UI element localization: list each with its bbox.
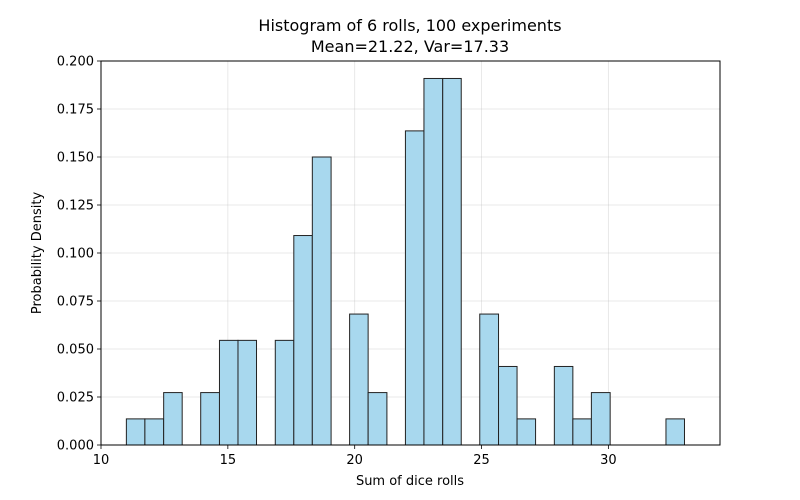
histogram-bar-1 (144, 418, 165, 446)
histogram-bar-4 (200, 392, 220, 446)
x-tick-label: 20 (346, 453, 363, 468)
x-tick-label: 15 (220, 453, 237, 468)
histogram-bar-25 (590, 392, 611, 446)
y-axis-label: Probability Density (30, 192, 45, 315)
y-tick-label: 0.100 (57, 247, 94, 262)
bars-layer (125, 77, 685, 446)
histogram-bar-23 (553, 365, 574, 446)
y-tick-label: 0.000 (57, 439, 94, 454)
y-tick-label: 0.025 (57, 391, 94, 406)
y-tick-label: 0.150 (57, 151, 94, 166)
histogram-bar-17 (442, 77, 462, 446)
histogram-bar-6 (237, 339, 258, 446)
x-tick-label: 25 (473, 453, 490, 468)
chart-subtitle: Mean=21.22, Var=17.33 (311, 37, 509, 56)
histogram-bar-13 (367, 392, 388, 446)
histogram-bar-20 (498, 365, 518, 446)
x-tick-label: 10 (93, 453, 110, 468)
histogram-bar-24 (572, 418, 592, 446)
histogram-bar-9 (293, 235, 313, 446)
histogram-bar-29 (665, 418, 685, 446)
histogram-bar-8 (274, 339, 295, 446)
histogram-bar-12 (349, 313, 369, 446)
ticks-layer: 10 15 20 25 30 0.000 0.025 0.050 0.075 0.100 0.125… (57, 55, 617, 469)
x-axis-label: Sum of dice rolls (356, 474, 464, 489)
x-tick-label: 30 (600, 453, 617, 468)
histogram-bar-10 (311, 156, 332, 446)
y-tick-label: 0.075 (57, 295, 94, 310)
histogram-bar-19 (479, 313, 500, 446)
histogram-bar-5 (218, 339, 239, 446)
histogram-bar-15 (404, 130, 425, 446)
histogram-bar-21 (516, 418, 537, 446)
y-tick-label: 0.050 (57, 343, 94, 358)
y-tick-label: 0.175 (57, 103, 94, 118)
chart-title: Histogram of 6 rolls, 100 experiments (258, 16, 561, 35)
histogram-bar-0 (125, 418, 146, 446)
y-tick-label: 0.125 (57, 199, 94, 214)
histogram-bar-2 (163, 392, 183, 446)
y-tick-label: 0.200 (57, 55, 94, 70)
histogram-bar-16 (423, 77, 444, 446)
